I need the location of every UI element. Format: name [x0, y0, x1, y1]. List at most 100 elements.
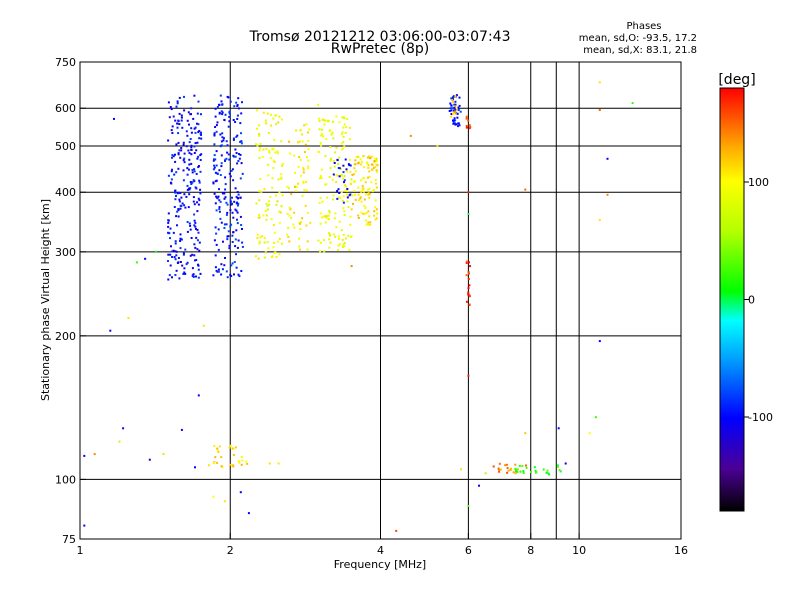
data-point [320, 134, 323, 137]
data-point [350, 235, 353, 238]
data-point [173, 173, 176, 176]
data-point [337, 196, 340, 199]
data-point [176, 262, 179, 264]
data-point [231, 241, 234, 243]
data-point [216, 106, 219, 108]
data-point [361, 189, 364, 192]
data-point [235, 229, 238, 232]
data-point [343, 213, 346, 216]
data-point [229, 444, 232, 447]
data-point [186, 173, 189, 176]
data-point [319, 197, 322, 199]
data-point [187, 111, 190, 114]
data-point [193, 254, 196, 257]
data-point [290, 193, 293, 196]
data-point [360, 200, 363, 203]
data-point [236, 211, 239, 214]
data-point [216, 121, 219, 124]
data-point [220, 154, 223, 157]
stats-o-mode: mean, sd,O: -93.5, 17.2 [579, 33, 697, 44]
data-point [197, 394, 200, 397]
data-point [198, 179, 201, 182]
data-point [229, 225, 232, 228]
data-point [227, 96, 230, 99]
data-point [245, 460, 248, 463]
data-point [307, 165, 310, 168]
data-point [328, 129, 331, 132]
data-point [347, 163, 350, 166]
data-point [317, 239, 320, 242]
data-point [169, 253, 172, 256]
data-point [170, 129, 173, 132]
data-point [598, 340, 601, 343]
data-point [272, 117, 275, 120]
data-point [375, 217, 378, 220]
data-point [286, 233, 289, 236]
data-point [451, 96, 454, 99]
data-point [281, 164, 284, 167]
data-point [188, 193, 191, 196]
data-point [176, 126, 179, 129]
data-point [344, 158, 347, 161]
data-point [365, 223, 368, 226]
data-point [226, 276, 229, 279]
data-point [263, 188, 266, 191]
data-point [217, 270, 220, 273]
data-point [180, 196, 183, 199]
data-point [169, 264, 172, 267]
data-point [212, 159, 215, 162]
data-point [349, 182, 352, 185]
data-point [300, 174, 302, 177]
data-point [256, 237, 259, 239]
data-point [199, 188, 202, 191]
data-point [328, 238, 331, 241]
data-point [274, 151, 277, 154]
data-point [170, 178, 173, 181]
data-point [349, 193, 352, 196]
data-point [216, 461, 219, 464]
data-point [278, 115, 281, 118]
data-point [277, 121, 280, 124]
data-point [350, 178, 353, 181]
data-point [342, 207, 345, 210]
data-point [343, 179, 346, 182]
data-point [176, 224, 178, 227]
data-point [266, 208, 269, 211]
data-point [179, 156, 182, 159]
data-point [512, 471, 515, 474]
data-point [342, 164, 345, 167]
data-point [241, 172, 244, 175]
data-point [227, 125, 230, 128]
data-point [348, 248, 351, 251]
data-point [339, 196, 342, 199]
data-point [280, 177, 283, 180]
data-point [505, 463, 508, 466]
data-point [228, 120, 231, 123]
data-point [180, 428, 183, 431]
data-point [343, 145, 346, 148]
data-point [335, 115, 338, 118]
data-point [197, 100, 200, 103]
data-point [195, 275, 197, 278]
data-point [239, 122, 242, 125]
data-point [452, 101, 454, 104]
data-point [233, 105, 236, 108]
data-point [175, 195, 177, 197]
data-point [258, 156, 261, 159]
data-point [263, 256, 266, 259]
data-point [294, 171, 296, 174]
data-point [341, 131, 344, 134]
data-point [369, 156, 372, 159]
data-point [324, 155, 327, 157]
data-point [219, 133, 222, 136]
data-point [194, 225, 197, 228]
data-point [262, 111, 265, 114]
data-point [362, 177, 365, 180]
data-point [175, 250, 178, 253]
data-point [450, 97, 453, 100]
data-point [190, 107, 193, 110]
data-point [342, 177, 345, 180]
data-point [455, 123, 458, 126]
chart-subtitle: RwPretec (8p) [331, 41, 429, 57]
data-point [224, 158, 227, 161]
